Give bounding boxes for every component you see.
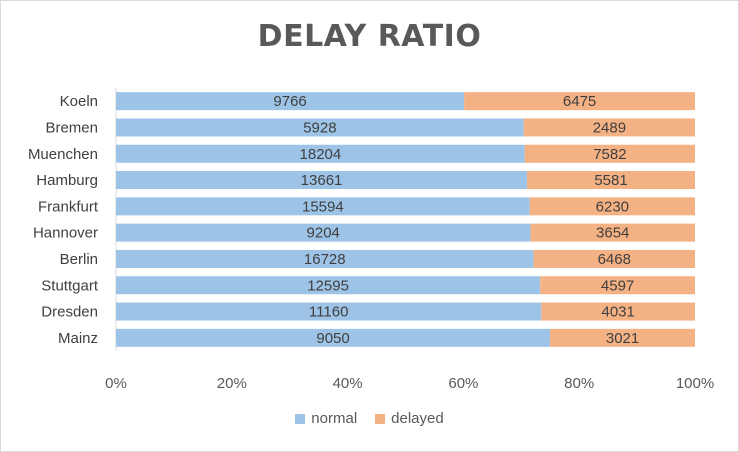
data-label-delayed: 4031 [601, 304, 634, 321]
data-label-normal: 15594 [302, 198, 344, 215]
data-label-normal: 9050 [316, 330, 349, 347]
bar-delayed [533, 249, 695, 268]
x-tick-label: 80% [564, 375, 594, 392]
bar-delayed [464, 92, 695, 111]
data-label-normal: 11160 [309, 304, 349, 321]
bar-normal [116, 276, 541, 295]
data-label-delayed: 6230 [596, 198, 629, 215]
category-label: Frankfurt [38, 198, 99, 215]
bar-delayed [527, 171, 695, 190]
category-label: Stuttgart [41, 277, 99, 294]
legend: normal delayed [1, 410, 738, 427]
bar-delayed [529, 197, 695, 216]
legend-swatch-normal [295, 413, 306, 424]
x-tick-label: 40% [333, 375, 363, 392]
bar-normal [116, 249, 534, 268]
category-label: Berlin [60, 251, 98, 268]
x-tick-label: 60% [448, 375, 478, 392]
data-label-normal: 18204 [300, 146, 342, 163]
bar-delayed [523, 118, 695, 137]
category-label: Mainz [58, 330, 98, 347]
bar-delayed [524, 144, 695, 163]
data-label-delayed: 4597 [601, 277, 634, 294]
legend-label-normal: normal [311, 410, 358, 427]
bar-normal [116, 144, 525, 163]
data-label-delayed: 7582 [593, 146, 626, 163]
bar-normal [116, 92, 465, 111]
data-label-delayed: 6468 [598, 251, 631, 268]
data-label-delayed: 2489 [593, 119, 626, 136]
category-label: Hannover [33, 225, 98, 242]
data-label-normal: 9766 [273, 93, 306, 110]
bar-normal [116, 171, 528, 190]
chart-title: DELAY RATIO [257, 19, 482, 54]
data-label-delayed: 3654 [596, 225, 629, 242]
legend-label-delayed: delayed [391, 410, 444, 427]
legend-item-delayed: delayed [375, 410, 444, 427]
bar-delayed [530, 223, 695, 242]
x-tick-label: 0% [105, 375, 127, 392]
data-label-delayed: 5581 [594, 172, 627, 189]
category-label: Dresden [41, 304, 98, 321]
category-label: Muenchen [28, 146, 98, 163]
data-label-normal: 12595 [307, 277, 349, 294]
category-label: Bremen [45, 119, 98, 136]
x-tick-label: 100% [676, 375, 714, 392]
x-tick-label: 20% [217, 375, 247, 392]
data-label-normal: 13661 [301, 172, 343, 189]
data-label-normal: 5928 [303, 119, 336, 136]
data-label-normal: 16728 [304, 251, 346, 268]
data-label-delayed: 3021 [606, 330, 639, 347]
bar-normal [116, 223, 531, 242]
category-label: Hamburg [36, 172, 98, 189]
bar-normal [116, 197, 530, 216]
category-label: Koeln [60, 93, 98, 110]
data-label-normal: 9204 [307, 225, 340, 242]
bar-normal [116, 328, 551, 347]
bar-delayed [550, 328, 695, 347]
bar-normal [116, 302, 542, 321]
bar-delayed [540, 276, 695, 295]
bar-delayed [541, 302, 695, 321]
legend-swatch-delayed [375, 413, 386, 424]
bar-normal [116, 118, 524, 137]
legend-item-normal: normal [295, 410, 357, 427]
data-label-delayed: 6475 [563, 93, 596, 110]
